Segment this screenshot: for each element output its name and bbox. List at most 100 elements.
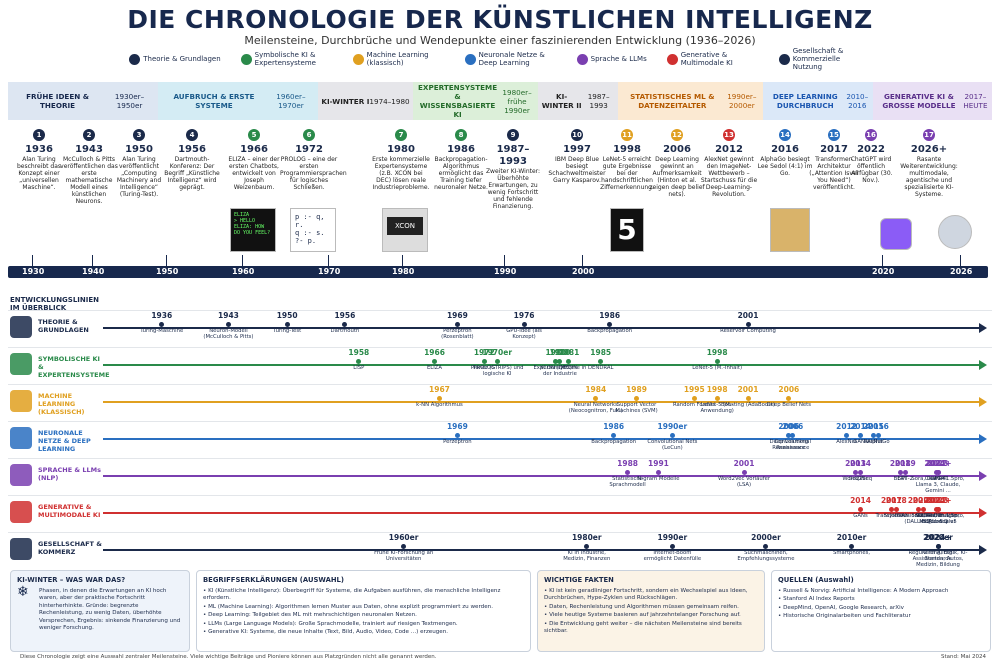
event-text: Zweiter KI-Winter: Überhöhte Erwartungen…	[485, 168, 541, 210]
lane-milestone: 2014 GANs	[831, 422, 891, 445]
milestone-text: Boosting (AdaBoost)	[721, 402, 776, 408]
event-text: Erste kommerzielle Expertensysteme (z.B.…	[372, 156, 430, 191]
lane-milestone: 2014 GANs	[831, 496, 891, 519]
milestone-dot	[401, 544, 407, 549]
legend-item: Gesellschaft & Kommerzielle Nutzung	[778, 47, 871, 71]
event-text: Alan Turing veröffentlicht „Computing Ma…	[116, 156, 162, 198]
event-1: 1 1936 Alan Turing beschreibt das Konzept …	[10, 129, 68, 191]
event-text: Backpropagation-Algorithmus ermöglicht d…	[434, 156, 488, 191]
era-title: KI-WINTER II	[541, 92, 582, 110]
event-6: 6 1972 PROLOG – eine der ersten Programmie…	[280, 129, 347, 191]
era-2: AUFBRUCH & ERSTE SYSTEME 1960er–1970er	[158, 82, 318, 120]
milestone-text: Seq2Seq	[848, 476, 873, 482]
milestone-dot	[786, 396, 792, 401]
legend-item: Sprache & LLMs	[576, 53, 647, 65]
event-year: 1997	[563, 144, 591, 155]
milestone-text: AlexNet	[836, 439, 857, 445]
milestone-text: ResNet	[864, 439, 883, 445]
milestone-dot	[494, 359, 500, 364]
milestone-dot	[844, 433, 850, 438]
event-number-badge: 6	[303, 129, 315, 141]
robot-icon	[938, 215, 972, 249]
lane-milestone: 2006 Deep Belief Nets	[759, 385, 819, 408]
lane-label: SPRACHE & LLMs (NLP)	[38, 466, 101, 482]
lenet-digit-image: 5	[610, 208, 644, 252]
axis-label: 1960	[232, 267, 255, 276]
milestone-dot	[691, 396, 697, 401]
era-period: 1960er–1970er	[276, 92, 306, 110]
event-number-badge: 5	[248, 129, 260, 141]
milestone-year: 2001	[737, 385, 759, 394]
milestone-year: 2022	[925, 459, 947, 468]
legend-item: Symbolische KI & Expertensysteme	[240, 51, 333, 67]
milestone-dot	[342, 322, 348, 327]
milestone-text: PROLOG	[473, 365, 496, 371]
milestone-text: MYCIN	[560, 365, 578, 371]
lane-milestone: 1967 k-NN Algorithmus	[409, 385, 469, 408]
milestone-year: 2013	[845, 459, 866, 468]
milestone-year: 2018	[885, 496, 907, 505]
axis-tick	[504, 255, 505, 266]
event-4: 4 1956 Dartmouth-Konferenz: Der Begriff „K…	[163, 129, 221, 191]
lane-arrow-icon	[979, 323, 987, 333]
era-1: FRÜHE IDEEN & THEORIE 1930er–1950er	[8, 82, 158, 120]
milestone-dot	[598, 359, 604, 364]
legend: Theorie & Grundlagen Symbolische KI & Exp…	[0, 47, 1000, 71]
milestone-text: GPT-4	[930, 476, 946, 482]
lane-milestone: 1986 Backpropagation	[584, 422, 644, 445]
milestone-text: Sora, Gemin 1.5pro, Llama 3, Claude, Gem…	[911, 476, 965, 494]
milestone-year: 1956	[334, 311, 356, 320]
legend-dot-icon	[576, 53, 588, 65]
milestone-year: 1991	[648, 459, 669, 468]
milestone-year: 1960er	[388, 533, 419, 542]
lane-milestone: 2018 BERT	[870, 459, 930, 482]
milestone-dot	[920, 507, 926, 512]
milestone-year: 2024+	[924, 496, 952, 505]
milestone-dot	[870, 433, 876, 438]
milestone-dot	[432, 359, 437, 364]
milestone-year: 1969	[446, 311, 468, 320]
milestone-year: 2024+	[924, 459, 952, 468]
lane-4: NEURONALE NETZE & DEEP LEARNING 1969 Perze…	[8, 421, 992, 453]
lane-milestone: 1980 Expertensysteme in der Industrie	[530, 348, 590, 377]
event-year: 1986	[447, 144, 475, 155]
axis-label: 1930	[22, 267, 45, 276]
box-sources-title: QUELLEN (Auswahl)	[778, 576, 854, 584]
box-sources-list: • Russell & Norvig: Artificial Intellige…	[778, 588, 984, 621]
event-13: 13 2012 AlexNet gewinnt den ImageNet-Wettb…	[700, 129, 758, 198]
milestone-year: 2018	[889, 459, 911, 468]
milestone-text: Diffusionsmodelle (DALL·E 2)	[894, 513, 942, 525]
milestone-dot	[225, 322, 231, 327]
milestone-text: Internet-Boom ermöglicht Datenfülle	[643, 550, 702, 562]
milestone-text: Convolutional Renaissance	[774, 439, 812, 451]
milestone-year: 2023	[927, 496, 949, 505]
lane-milestone: 2006 Deep Learning Renaissance	[759, 422, 819, 451]
milestone-year: 2015	[863, 422, 884, 431]
event-year: 1950	[125, 144, 153, 155]
legend-item: Generative & Multimodale KI	[666, 51, 759, 67]
time-axis	[8, 266, 988, 278]
milestone-text: ChatGPT	[924, 476, 948, 482]
lane-milestone: 2006 Convolutional Renaissance	[763, 422, 823, 451]
milestone-year: 2024+	[924, 533, 952, 542]
milestone-text: Random Forests	[672, 402, 716, 408]
milestone-year: 1950	[276, 311, 298, 320]
lane-milestone: 2021 CLIP	[893, 496, 953, 519]
source-item: • Stanford AI Index Reports	[778, 596, 855, 602]
milestone-year: 1969	[446, 422, 468, 431]
milestone-year: 2014	[850, 422, 871, 431]
term-item: • ML (Machine Learning): Algorithmen ler…	[203, 603, 493, 610]
event-number-badge: 2	[83, 129, 95, 141]
milestone-text: Regulierung, Ethik, KI-Standards	[908, 550, 968, 562]
milestone-dot	[521, 322, 527, 327]
axis-tick	[166, 255, 167, 266]
axis-label: 1970	[318, 267, 341, 276]
source-item: • DeepMind, OpenAI, Google Research, arX…	[778, 604, 904, 611]
lane-icon	[10, 390, 32, 412]
milestone-dot	[436, 396, 442, 401]
milestone-dot	[454, 433, 460, 438]
milestone-text: Transformer	[875, 513, 908, 519]
lane-label: NEURONALE NETZE & DEEP LEARNING	[38, 429, 91, 453]
milestone-text: Dartmouth	[330, 328, 360, 334]
milestone-text: Support Vector Machines (SVM)	[615, 402, 658, 414]
